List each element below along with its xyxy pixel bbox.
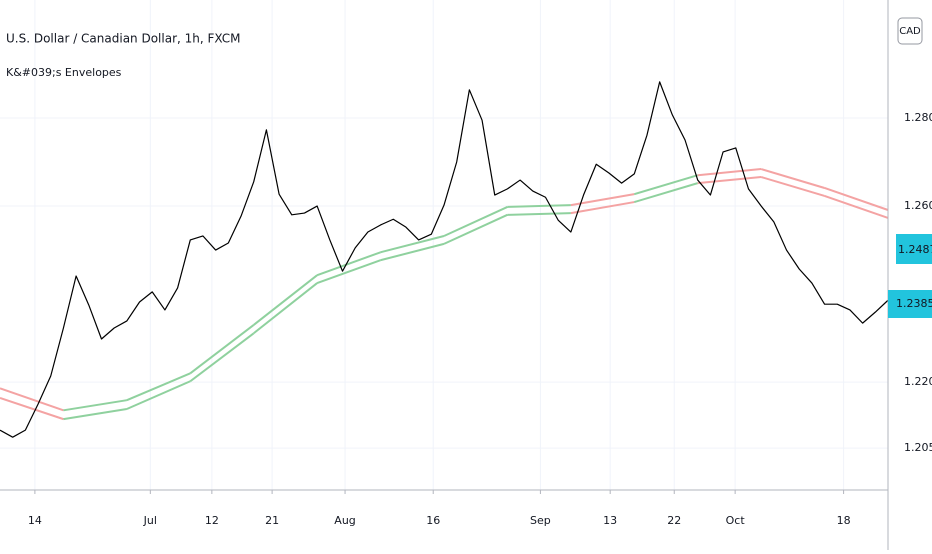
price-label-box [888,290,932,318]
envelope-segment [633,182,699,204]
envelope-segment [126,380,191,410]
envelope-segment [507,212,571,216]
envelope-segment [0,397,64,421]
axes: 1.20500 1.22000 1.26000 1.28000 14 Jul 12 21 Aug… [28,111,932,527]
x-tick-label: Oct [726,514,746,527]
x-tick-label: 22 [667,514,681,527]
x-tick-label: 16 [426,514,440,527]
chart-title: U.S. Dollar / Canadian Dollar, 1h, FXCM [6,32,241,46]
currency-button-label[interactable]: CAD [899,26,921,37]
envelope-segment [760,176,825,197]
envelope-segment [316,251,381,277]
x-tick-label: 18 [837,514,851,527]
x-tick-label: Sep [530,514,551,527]
envelope-segment [380,242,445,262]
envelope-segment [189,324,255,375]
price-line [0,81,889,438]
x-tick-label: Jul [143,514,157,527]
x-tick-label: Aug [334,514,355,527]
envelope-segment [760,168,825,189]
envelope-segment [126,372,191,402]
envelope-segment [570,193,635,207]
envelope-segment [316,259,381,285]
y-tick-label: 1.22000 [904,375,932,388]
price-label-box [896,234,932,264]
envelope-segment [189,332,255,383]
plot [0,81,889,438]
envelope-segment [633,174,699,196]
currency-button[interactable] [897,17,923,45]
envelope-segment [63,399,128,412]
envelope-segment [507,204,571,208]
y-tick-label: 1.26000 [904,199,932,212]
envelope-segment [253,282,318,335]
envelope-segment [63,408,128,421]
indicator-name: K&#039;s Envelopes [6,66,122,79]
envelope-segment [443,206,508,237]
x-tick-label: 13 [603,514,617,527]
price-label: 1.23853 [896,297,932,310]
envelope-segment [697,168,762,177]
price-label: 1.24872 [898,243,932,256]
envelope-segment [570,201,635,215]
x-tick-label: 21 [265,514,279,527]
envelope-segment [697,175,762,185]
envelope-segment [824,187,889,211]
grid [0,0,888,490]
y-tick-label: 1.28000 [904,111,932,124]
y-tick-label: 1.20500 [904,441,932,454]
x-tick-label: 14 [28,514,42,527]
envelope [0,168,889,421]
envelope-segment [443,213,508,245]
envelope-segment [824,194,889,219]
envelope-segment [253,274,318,326]
x-tick-label: 12 [205,514,219,527]
envelope-segment [380,235,445,254]
envelope-segment [0,387,64,412]
